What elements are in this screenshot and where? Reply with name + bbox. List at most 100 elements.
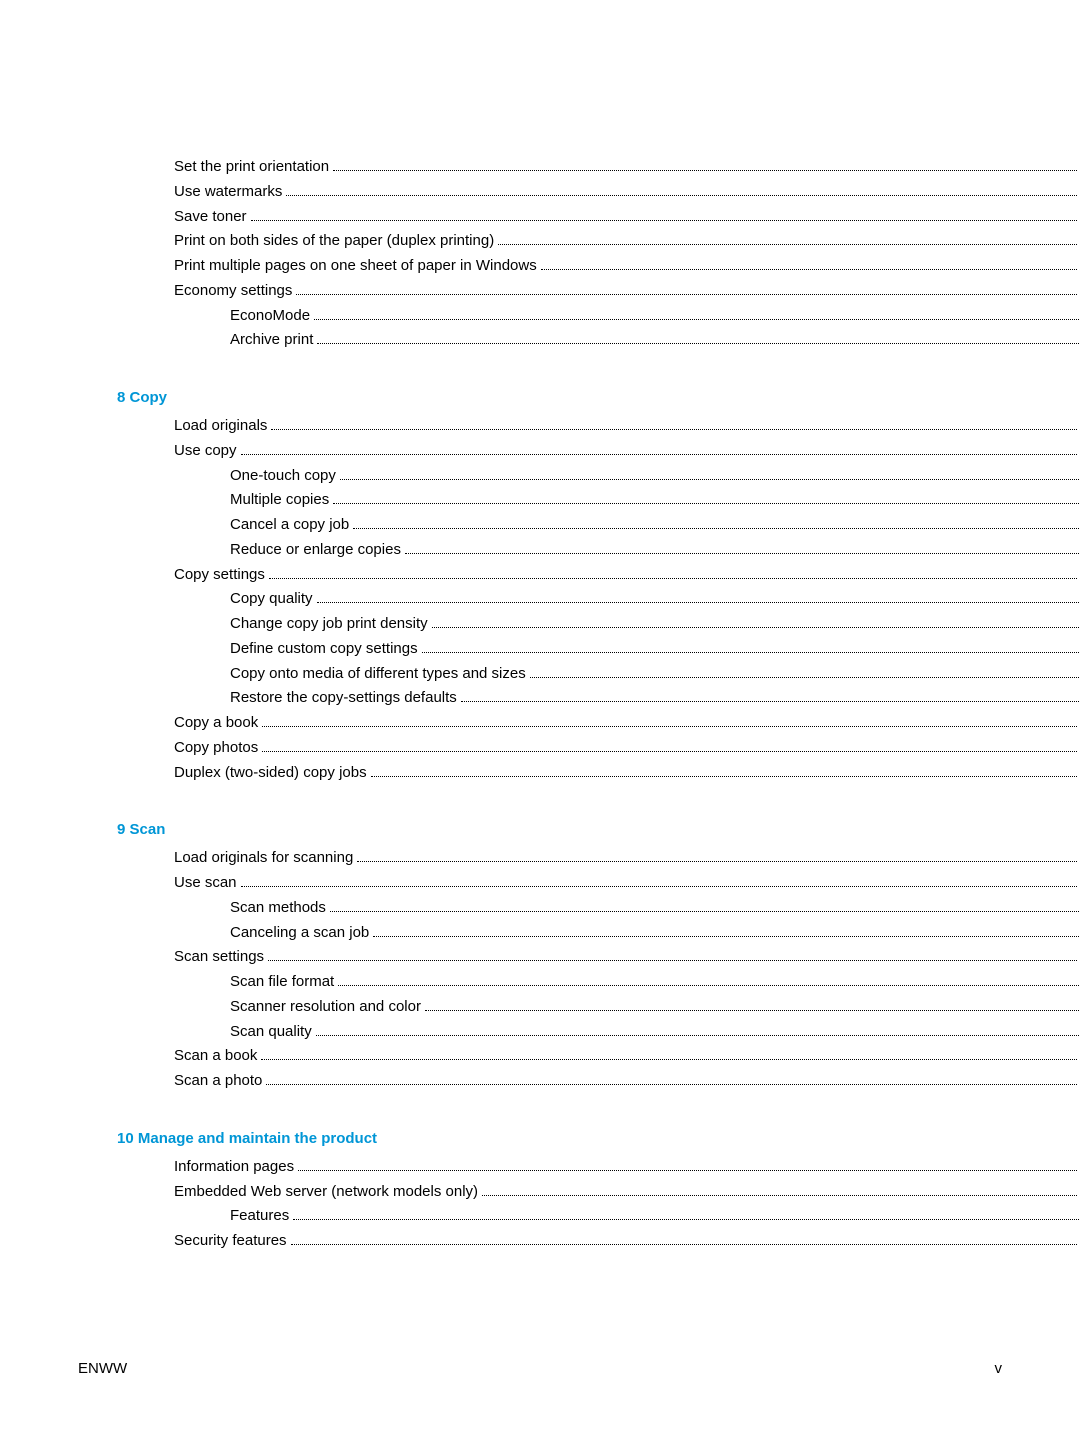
- toc-entry-label: Reduce or enlarge copies: [230, 538, 401, 563]
- dot-leader: [461, 701, 1080, 702]
- section-title-text: Copy: [130, 389, 168, 406]
- dot-leader: [296, 294, 1077, 295]
- toc-entry-label: Scan a photo: [174, 1069, 262, 1094]
- toc-entry-label: Restore the copy-settings defaults: [230, 686, 457, 711]
- toc-entry: Copy quality 54: [78, 587, 1080, 612]
- toc-entry: Copy onto media of different types and s…: [78, 662, 1080, 687]
- toc-entry: EconoMode 49: [78, 304, 1080, 329]
- toc-entry-label: Features: [230, 1204, 289, 1229]
- toc-entry-label: Load originals: [174, 414, 267, 439]
- toc-entry-label: Multiple copies: [230, 488, 329, 513]
- toc-entry-label: One-touch copy: [230, 464, 336, 489]
- dot-leader: [353, 528, 1080, 529]
- toc-entry-label: Copy photos: [174, 736, 258, 761]
- dot-leader: [241, 886, 1078, 887]
- toc-entry-label: Copy quality: [230, 587, 313, 612]
- dot-leader: [269, 578, 1077, 579]
- toc-entry-label: Duplex (two-sided) copy jobs: [174, 761, 367, 786]
- toc-entry-label: Canceling a scan job: [230, 921, 369, 946]
- toc-entry: Change copy job print density 56: [78, 612, 1080, 637]
- toc-entry-label: Security features: [174, 1229, 287, 1254]
- toc-entry: Use scan 62: [78, 871, 1080, 896]
- toc-entry-label: Print multiple pages on one sheet of pap…: [174, 254, 537, 279]
- toc-entry: Multiple copies 52: [78, 488, 1080, 513]
- toc-entry-label: Save toner: [174, 205, 247, 230]
- footer-right: v: [995, 1360, 1003, 1377]
- toc-entry-label: Scan file format: [230, 970, 334, 995]
- toc-entry: Scan settings 64: [78, 945, 1080, 970]
- toc-entry: Canceling a scan job 63: [78, 921, 1080, 946]
- toc-entry: Scanner resolution and color 64: [78, 995, 1080, 1020]
- toc-entry-label: Copy onto media of different types and s…: [230, 662, 526, 687]
- footer-left: ENWW: [78, 1360, 127, 1377]
- dot-leader: [425, 1010, 1080, 1011]
- dot-leader: [373, 936, 1080, 937]
- dot-leader: [298, 1170, 1077, 1171]
- toc-entry: Economy settings 49: [78, 279, 1080, 304]
- toc-entry: Security features 71: [78, 1229, 1080, 1254]
- dot-leader: [482, 1195, 1077, 1196]
- toc-entry: Use watermarks 45: [78, 180, 1080, 205]
- toc-entry-label: EconoMode: [230, 304, 310, 329]
- dot-leader: [314, 319, 1080, 320]
- dot-leader: [541, 269, 1078, 270]
- toc-entry: Copy settings 54: [78, 563, 1080, 588]
- dot-leader: [316, 1035, 1080, 1036]
- toc-entry-label: Scan methods: [230, 896, 326, 921]
- dot-leader: [268, 960, 1077, 961]
- dot-leader: [262, 726, 1077, 727]
- toc-entry: Copy a book 58: [78, 711, 1080, 736]
- toc-entry-label: Cancel a copy job: [230, 513, 349, 538]
- toc-entry: Embedded Web server (network models only…: [78, 1180, 1080, 1205]
- toc-entry-label: Scanner resolution and color: [230, 995, 421, 1020]
- toc-entry-label: Copy settings: [174, 563, 265, 588]
- dot-leader: [530, 677, 1080, 678]
- dot-leader: [357, 861, 1077, 862]
- toc-entry-label: Economy settings: [174, 279, 292, 304]
- dot-leader: [317, 602, 1080, 603]
- toc-entry-label: Use watermarks: [174, 180, 282, 205]
- dot-leader: [317, 343, 1080, 344]
- section-title-text: Scan: [130, 821, 166, 838]
- toc-entry: Restore the copy-settings defaults 57: [78, 686, 1080, 711]
- toc-entry: One-touch copy 52: [78, 464, 1080, 489]
- toc-entry: Reduce or enlarge copies 53: [78, 538, 1080, 563]
- toc-entry: Scan quality 65: [78, 1020, 1080, 1045]
- toc-entry: Scan a photo 68: [78, 1069, 1080, 1094]
- section-number: 9: [117, 821, 130, 838]
- toc-entry-label: Load originals for scanning: [174, 846, 353, 871]
- toc-entry-label: Copy a book: [174, 711, 258, 736]
- section-title: 8 Copy: [78, 389, 1002, 406]
- dot-leader: [266, 1084, 1077, 1085]
- toc-entry: Print on both sides of the paper (duplex…: [78, 229, 1080, 254]
- section-title: 9 Scan: [78, 821, 1002, 838]
- section-title-text: Manage and maintain the product: [138, 1130, 377, 1147]
- toc-entry-label: Information pages: [174, 1155, 294, 1180]
- continued-entries-block: Set the print orientation 45Use watermar…: [78, 155, 1002, 353]
- dot-leader: [271, 429, 1077, 430]
- toc-entry: Duplex (two-sided) copy jobs 59: [78, 761, 1080, 786]
- toc-entry: Use copy 52: [78, 439, 1080, 464]
- section-title: 10 Manage and maintain the product: [78, 1130, 1002, 1147]
- dot-leader: [333, 170, 1077, 171]
- dot-leader: [261, 1059, 1077, 1060]
- dot-leader: [405, 553, 1080, 554]
- dot-leader: [251, 220, 1078, 221]
- toc-entry-label: Define custom copy settings: [230, 637, 418, 662]
- toc-entry-label: Print on both sides of the paper (duplex…: [174, 229, 494, 254]
- dot-leader: [333, 503, 1080, 504]
- dot-leader: [330, 911, 1080, 912]
- toc-entry: Load originals 52: [78, 414, 1080, 439]
- dot-leader: [293, 1219, 1080, 1220]
- toc-entry: Scan methods 62: [78, 896, 1080, 921]
- toc-entry-label: Scan settings: [174, 945, 264, 970]
- toc-entry: Features 71: [78, 1204, 1080, 1229]
- toc-entry: Information pages 70: [78, 1155, 1080, 1180]
- dot-leader: [291, 1244, 1078, 1245]
- toc-entry-label: Embedded Web server (network models only…: [174, 1180, 478, 1205]
- toc-entry: Define custom copy settings 56: [78, 637, 1080, 662]
- toc-page: Set the print orientation 45Use watermar…: [0, 0, 1080, 1254]
- sections-block: 8 CopyLoad originals 52Use copy 52One-to…: [78, 389, 1002, 1254]
- toc-entry-label: Change copy job print density: [230, 612, 428, 637]
- dot-leader: [262, 751, 1077, 752]
